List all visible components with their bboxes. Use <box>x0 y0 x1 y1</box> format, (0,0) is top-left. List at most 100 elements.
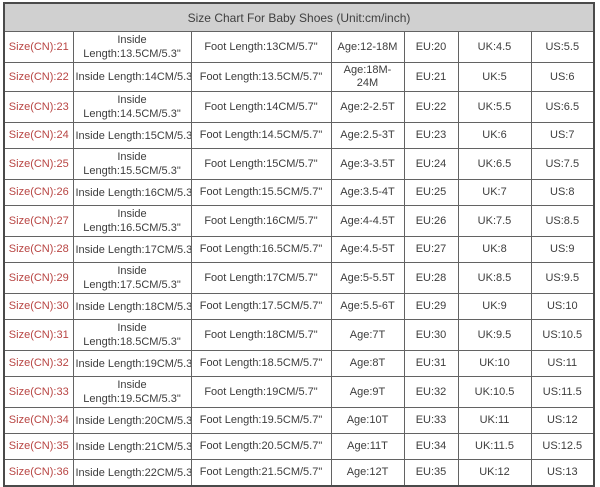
foot-length-cell: Foot Length:21.5CM/5.7" <box>190 459 332 487</box>
uk-size-cell: UK:4.5 <box>457 31 532 63</box>
foot-length-cell: Foot Length:15.5CM/5.7" <box>190 179 332 206</box>
age-cell: Age:3-3.5T <box>330 148 405 180</box>
eu-size-cell: EU:22 <box>403 91 459 123</box>
us-size-cell: US:9 <box>530 236 595 263</box>
table-row: Size(CN):35 Inside Length:21CM/5.3" Foot… <box>3 433 595 460</box>
foot-length-cell: Foot Length:17CM/5.7" <box>190 262 332 294</box>
us-size-cell: US:12 <box>530 407 595 434</box>
size-cn-cell: Size(CN):23 <box>3 91 74 123</box>
foot-length-cell: Foot Length:18.5CM/5.7" <box>190 350 332 377</box>
us-size-cell: US:8.5 <box>530 205 595 237</box>
age-cell: Age:11T <box>330 433 405 460</box>
us-size-cell: US:12.5 <box>530 433 595 460</box>
foot-length-cell: Foot Length:14CM/5.7" <box>190 91 332 123</box>
uk-size-cell: UK:7 <box>457 179 532 206</box>
inside-length-cell: Inside Length:14CM/5.3" <box>72 62 192 92</box>
us-size-cell: US:11.5 <box>530 376 595 408</box>
foot-length-cell: Foot Length:15CM/5.7" <box>190 148 332 180</box>
uk-size-cell: UK:10 <box>457 350 532 377</box>
us-size-cell: US:7 <box>530 122 595 149</box>
inside-length-cell: Inside Length:16.5CM/5.3" <box>72 205 192 237</box>
foot-length-cell: Foot Length:16CM/5.7" <box>190 205 332 237</box>
inside-length-cell: Inside Length:16CM/5.3" <box>72 179 192 206</box>
uk-size-cell: UK:8.5 <box>457 262 532 294</box>
table-row: Size(CN):27 Inside Length:16.5CM/5.3" Fo… <box>3 205 595 237</box>
size-cn-cell: Size(CN):28 <box>3 236 74 263</box>
inside-length-cell: Inside Length:19CM/5.3" <box>72 350 192 377</box>
eu-size-cell: EU:26 <box>403 205 459 237</box>
size-cn-cell: Size(CN):31 <box>3 319 74 351</box>
us-size-cell: US:5.5 <box>530 31 595 63</box>
uk-size-cell: UK:9 <box>457 293 532 320</box>
size-cn-cell: Size(CN):30 <box>3 293 74 320</box>
uk-size-cell: UK:11 <box>457 407 532 434</box>
age-cell: Age:18M-24M <box>330 62 405 92</box>
us-size-cell: US:6.5 <box>530 91 595 123</box>
size-cn-cell: Size(CN):27 <box>3 205 74 237</box>
size-chart-table: Size Chart For Baby Shoes (Unit:cm/inch)… <box>3 2 596 487</box>
size-cn-cell: Size(CN):26 <box>3 179 74 206</box>
age-cell: Age:10T <box>330 407 405 434</box>
size-cn-cell: Size(CN):32 <box>3 350 74 377</box>
foot-length-cell: Foot Length:16.5CM/5.7" <box>190 236 332 263</box>
size-cn-cell: Size(CN):33 <box>3 376 74 408</box>
eu-size-cell: EU:21 <box>403 62 459 92</box>
age-cell: Age:12T <box>330 459 405 487</box>
table-header-row: Size Chart For Baby Shoes (Unit:cm/inch) <box>3 2 595 32</box>
age-cell: Age:8T <box>330 350 405 377</box>
table-row: Size(CN):28 Inside Length:17CM/5.3" Foot… <box>3 236 595 263</box>
us-size-cell: US:7.5 <box>530 148 595 180</box>
table-row: Size(CN):32 Inside Length:19CM/5.3" Foot… <box>3 350 595 377</box>
table-row: Size(CN):36 Inside Length:22CM/5.3" Foot… <box>3 459 595 487</box>
uk-size-cell: UK:12 <box>457 459 532 487</box>
eu-size-cell: EU:29 <box>403 293 459 320</box>
uk-size-cell: UK:9.5 <box>457 319 532 351</box>
table-row: Size(CN):22 Inside Length:14CM/5.3" Foot… <box>3 62 595 92</box>
uk-size-cell: UK:5 <box>457 62 532 92</box>
size-cn-cell: Size(CN):25 <box>3 148 74 180</box>
uk-size-cell: UK:7.5 <box>457 205 532 237</box>
foot-length-cell: Foot Length:19.5CM/5.7" <box>190 407 332 434</box>
size-cn-cell: Size(CN):21 <box>3 31 74 63</box>
us-size-cell: US:9.5 <box>530 262 595 294</box>
eu-size-cell: EU:32 <box>403 376 459 408</box>
us-size-cell: US:8 <box>530 179 595 206</box>
size-cn-cell: Size(CN):24 <box>3 122 74 149</box>
size-cn-cell: Size(CN):34 <box>3 407 74 434</box>
inside-length-cell: Inside Length:21CM/5.3" <box>72 433 192 460</box>
eu-size-cell: EU:34 <box>403 433 459 460</box>
age-cell: Age:2.5-3T <box>330 122 405 149</box>
foot-length-cell: Foot Length:19CM/5.7" <box>190 376 332 408</box>
us-size-cell: US:6 <box>530 62 595 92</box>
table-row: Size(CN):29 Inside Length:17.5CM/5.3" Fo… <box>3 262 595 294</box>
uk-size-cell: UK:11.5 <box>457 433 532 460</box>
inside-length-cell: Inside Length:22CM/5.3" <box>72 459 192 487</box>
inside-length-cell: Inside Length:15CM/5.3" <box>72 122 192 149</box>
uk-size-cell: UK:10.5 <box>457 376 532 408</box>
inside-length-cell: Inside Length:18.5CM/5.3" <box>72 319 192 351</box>
inside-length-cell: Inside Length:13.5CM/5.3" <box>72 31 192 63</box>
size-cn-cell: Size(CN):22 <box>3 62 74 92</box>
age-cell: Age:2-2.5T <box>330 91 405 123</box>
foot-length-cell: Foot Length:17.5CM/5.7" <box>190 293 332 320</box>
foot-length-cell: Foot Length:20.5CM/5.7" <box>190 433 332 460</box>
eu-size-cell: EU:23 <box>403 122 459 149</box>
table-row: Size(CN):25 Inside Length:15.5CM/5.3" Fo… <box>3 148 595 180</box>
table-title: Size Chart For Baby Shoes (Unit:cm/inch) <box>3 2 595 32</box>
us-size-cell: US:10.5 <box>530 319 595 351</box>
eu-size-cell: EU:20 <box>403 31 459 63</box>
age-cell: Age:3.5-4T <box>330 179 405 206</box>
inside-length-cell: Inside Length:14.5CM/5.3" <box>72 91 192 123</box>
table-row: Size(CN):24 Inside Length:15CM/5.3" Foot… <box>3 122 595 149</box>
age-cell: Age:4.5-5T <box>330 236 405 263</box>
eu-size-cell: EU:30 <box>403 319 459 351</box>
table-row: Size(CN):23 Inside Length:14.5CM/5.3" Fo… <box>3 91 595 123</box>
size-cn-cell: Size(CN):35 <box>3 433 74 460</box>
age-cell: Age:9T <box>330 376 405 408</box>
eu-size-cell: EU:24 <box>403 148 459 180</box>
eu-size-cell: EU:25 <box>403 179 459 206</box>
age-cell: Age:5-5.5T <box>330 262 405 294</box>
eu-size-cell: EU:35 <box>403 459 459 487</box>
foot-length-cell: Foot Length:18CM/5.7" <box>190 319 332 351</box>
